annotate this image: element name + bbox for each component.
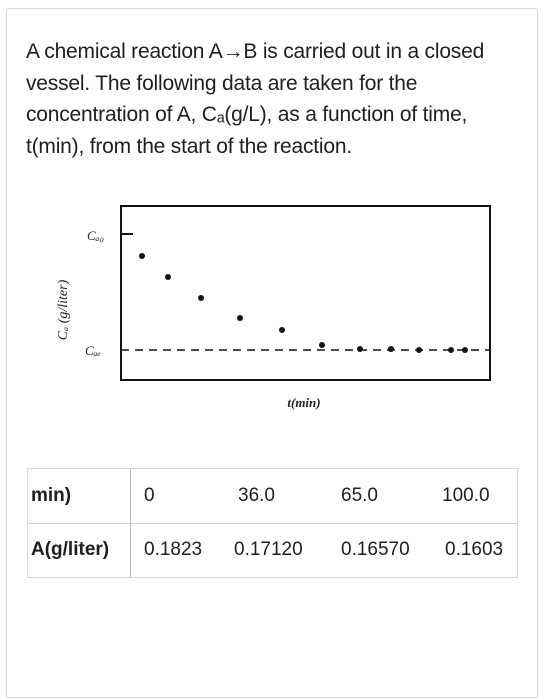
data-point <box>198 295 204 301</box>
concentration-cell: 0.16570 <box>341 539 410 560</box>
plot-frame <box>120 205 491 381</box>
data-point <box>462 347 468 353</box>
data-points <box>139 253 468 353</box>
question-card <box>6 8 538 698</box>
concentration-figure: Cₐ (g/liter) Cₐ₀ Cₐₑ t(min) <box>56 205 491 410</box>
time-header: min) <box>31 485 72 506</box>
concentration-header: A(g/liter) <box>31 539 110 560</box>
ca0-label: Cₐ₀ <box>87 228 104 243</box>
data-point <box>165 274 171 280</box>
cae-label: Cₐₑ <box>85 343 101 358</box>
data-point <box>237 315 243 321</box>
data-point <box>279 327 285 333</box>
time-cell: 0 <box>144 485 155 506</box>
data-point <box>388 346 394 352</box>
time-row: min) 0 36.0 65.0 100.0 <box>28 469 517 524</box>
concentration-row: A(g/liter) 0.1823 0.17120 0.16570 0.1603 <box>28 523 517 577</box>
question-line-4: t(min), from the start of the reaction. <box>26 134 352 158</box>
y-axis-label: Cₐ (g/liter) <box>56 279 71 340</box>
time-cell: 65.0 <box>341 485 378 506</box>
concentration-cell: 0.1823 <box>144 539 203 560</box>
time-cell: 36.0 <box>238 485 275 506</box>
data-point <box>139 253 145 259</box>
concentration-cell: 0.17120 <box>234 539 303 560</box>
time-cell: 100.0 <box>442 485 490 506</box>
table-divider <box>130 469 131 577</box>
question-line-1: A chemical reaction A→B is carried out i… <box>26 40 485 63</box>
data-table: min) 0 36.0 65.0 100.0 A(g/liter) 0.1823… <box>27 468 518 578</box>
data-point <box>357 346 363 352</box>
question-line-3: concentration of A, Cₐ(g/L), as a functi… <box>26 103 468 126</box>
question-line-2: vessel. The following data are taken for… <box>26 71 418 95</box>
data-point <box>319 342 325 348</box>
question-text: A chemical reaction A→B is carried out i… <box>26 36 526 162</box>
concentration-cell: 0.1603 <box>445 539 504 560</box>
x-axis-label: t(min) <box>287 395 320 410</box>
data-point <box>416 347 422 353</box>
data-point <box>448 347 454 353</box>
